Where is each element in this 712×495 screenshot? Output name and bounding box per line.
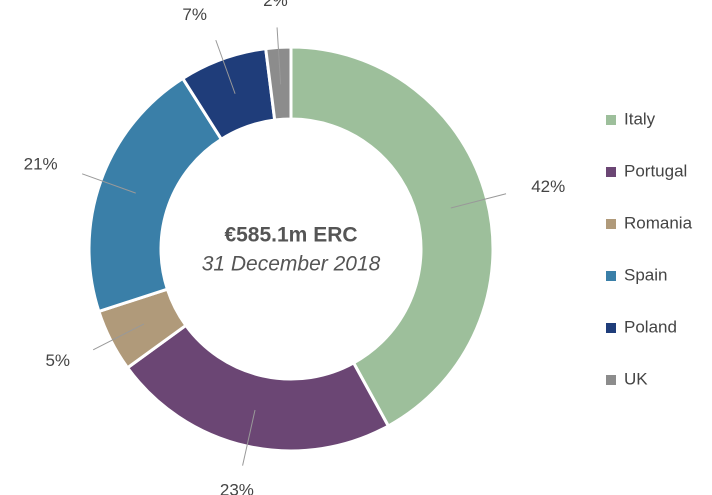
data-label: 7% xyxy=(182,5,207,24)
legend-swatch xyxy=(606,167,616,177)
legend-label: Poland xyxy=(624,317,677,336)
donut-segment xyxy=(125,323,391,453)
legend-label: Portugal xyxy=(624,161,687,180)
leader-line xyxy=(242,409,256,466)
legend-label: UK xyxy=(624,369,648,388)
legend-swatch xyxy=(606,323,616,333)
data-label: 42% xyxy=(531,177,565,196)
center-subtitle: 31 December 2018 xyxy=(202,253,381,276)
legend-swatch xyxy=(606,271,616,281)
leader-line xyxy=(92,323,145,351)
data-label: 23% xyxy=(220,481,254,495)
legend-swatch xyxy=(606,219,616,229)
leader-line xyxy=(450,193,507,209)
legend-swatch xyxy=(606,115,616,125)
legend-label: Romania xyxy=(624,213,693,232)
donut-segment xyxy=(289,45,495,429)
data-label: 5% xyxy=(45,351,70,370)
data-label: 2% xyxy=(263,0,288,10)
legend-swatch xyxy=(606,375,616,385)
center-title: €585.1m ERC xyxy=(224,224,357,247)
donut-segment xyxy=(264,45,293,122)
leader-line xyxy=(276,27,282,85)
legend-label: Spain xyxy=(624,265,667,284)
data-label: 21% xyxy=(24,154,58,173)
donut-segment xyxy=(87,76,224,314)
legend-label: Italy xyxy=(624,109,656,128)
leader-line xyxy=(215,39,236,94)
leader-line xyxy=(81,173,136,194)
